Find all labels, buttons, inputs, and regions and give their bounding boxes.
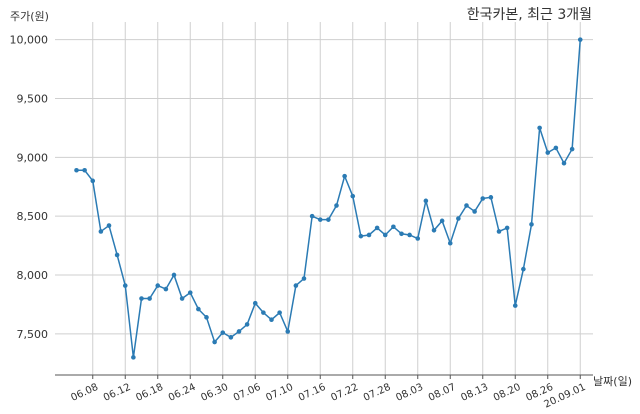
price-point — [407, 232, 412, 238]
price-point — [537, 125, 542, 131]
x-tick-label: 07.10 — [264, 382, 295, 404]
price-point — [155, 283, 161, 288]
y-tick-label: 9,500 — [17, 92, 49, 105]
price-point — [569, 146, 575, 152]
price-point — [472, 209, 477, 214]
x-axis-label: 날짜(일) — [593, 374, 632, 388]
price-point — [423, 198, 429, 204]
x-tick-label: 06.18 — [134, 382, 165, 404]
price-point — [431, 227, 437, 233]
price-point — [187, 290, 193, 295]
y-axis-label: 주가(원) — [10, 10, 49, 23]
x-tick-label: 07.28 — [362, 382, 393, 404]
x-tick-label: 08.03 — [394, 382, 425, 404]
price-point — [139, 296, 144, 301]
price-point — [480, 196, 486, 201]
price-point — [131, 355, 136, 360]
price-point — [309, 213, 315, 219]
price-point — [269, 317, 274, 322]
price-point — [163, 286, 169, 292]
y-tick-label: 8,000 — [17, 269, 49, 282]
price-point — [358, 233, 364, 239]
price-point — [326, 217, 331, 222]
y-tick-label: 8,500 — [17, 210, 49, 223]
price-point — [293, 283, 299, 288]
price-point — [244, 322, 250, 327]
y-axis-ticks: 7,500 8,000 8,500 9,000 9,500 10,000 — [10, 34, 49, 341]
price-point — [212, 339, 217, 345]
price-point — [521, 266, 526, 272]
price-point — [415, 236, 421, 241]
price-point — [220, 330, 226, 335]
price-point — [447, 240, 453, 246]
price-line — [76, 39, 581, 358]
y-tick-label: 10,000 — [10, 34, 49, 47]
price-point — [98, 229, 104, 234]
price-point — [561, 160, 567, 166]
y-tick-label: 7,500 — [17, 328, 49, 341]
price-point — [399, 231, 404, 237]
x-tick-label: 08.07 — [427, 382, 458, 404]
x-tick-label: 06.30 — [199, 382, 230, 404]
price-point — [529, 222, 534, 227]
price-point — [277, 310, 282, 315]
price-point — [366, 232, 372, 238]
price-point — [464, 203, 469, 208]
grid-lines — [55, 22, 593, 375]
price-point — [252, 300, 258, 306]
price-point — [382, 232, 388, 238]
price-point — [90, 178, 96, 184]
price-point — [350, 193, 356, 199]
price-point — [261, 310, 266, 315]
price-point — [228, 335, 234, 340]
x-tick-label: 07.16 — [297, 382, 328, 404]
price-point — [171, 272, 177, 278]
price-point — [577, 37, 583, 42]
price-point — [147, 296, 152, 301]
price-point — [106, 223, 112, 228]
price-point — [439, 218, 445, 224]
x-tick-label: 08.20 — [492, 382, 523, 404]
price-point — [236, 329, 242, 334]
price-point — [285, 329, 291, 334]
price-point — [82, 167, 87, 173]
price-point — [456, 216, 461, 221]
price-point — [114, 252, 120, 258]
x-tick-label: 06.12 — [102, 382, 133, 404]
price-point — [342, 173, 347, 179]
price-point — [391, 224, 396, 230]
price-series — [74, 37, 583, 360]
price-point — [334, 203, 339, 208]
price-point — [196, 306, 201, 312]
price-point — [204, 315, 209, 320]
price-point — [504, 225, 510, 231]
price-point — [374, 225, 380, 231]
x-tick-label: 07.06 — [232, 382, 263, 404]
price-point — [301, 276, 307, 281]
price-point — [553, 145, 559, 151]
price-point — [488, 195, 494, 200]
y-tick-label: 9,000 — [17, 151, 49, 164]
price-point — [512, 303, 518, 308]
price-point — [122, 283, 128, 288]
chart-title: 한국카본, 최근 3개월 — [467, 7, 592, 23]
price-point — [496, 229, 502, 234]
price-point — [74, 167, 79, 173]
x-axis-ticks: 06.08 06.12 06.18 06.24 06.30 07.06 07.10 07.16… — [69, 375, 588, 411]
x-tick-label: 06.24 — [167, 382, 198, 404]
x-tick-label: 07.22 — [329, 382, 360, 404]
price-point — [179, 296, 185, 301]
price-point — [545, 150, 551, 155]
x-tick-label: 06.08 — [69, 382, 100, 404]
x-tick-label: 08.13 — [459, 382, 490, 404]
price-point — [317, 217, 323, 222]
